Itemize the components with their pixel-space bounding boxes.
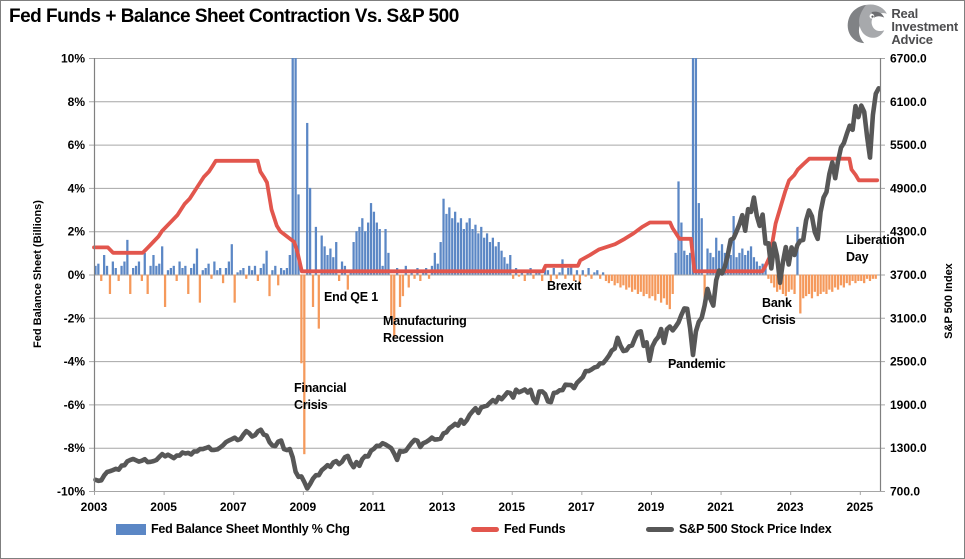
legend-swatch-fed-funds xyxy=(471,526,499,532)
svg-text:8%: 8% xyxy=(68,95,86,109)
svg-text:2005: 2005 xyxy=(150,500,177,514)
chart-legend: Fed Balance Sheet Monthly % Chg Fed Fund… xyxy=(1,522,964,544)
legend-item-fed-funds: Fed Funds xyxy=(471,522,566,536)
eagle-icon xyxy=(845,4,888,49)
logo-line-3: Advice xyxy=(891,32,933,47)
svg-text:1900.0: 1900.0 xyxy=(890,398,927,412)
svg-text:-2%: -2% xyxy=(64,311,86,325)
svg-text:2015: 2015 xyxy=(498,500,525,514)
logo-line-1: Real xyxy=(891,6,919,21)
legend-swatch-balance-sheet xyxy=(116,523,146,535)
left-axis-title: Fed Balance Sheet (Billions) xyxy=(32,200,44,348)
fed-funds-line xyxy=(92,156,880,274)
logo-line-2: Investment xyxy=(891,19,958,34)
svg-text:2025: 2025 xyxy=(846,500,873,514)
sp500-line xyxy=(93,86,882,491)
svg-text:2021: 2021 xyxy=(707,500,734,514)
chart-title: Fed Funds + Balance Sheet Contraction Vs… xyxy=(9,6,459,27)
legend-label-fed-funds: Fed Funds xyxy=(504,522,566,536)
svg-text:0%: 0% xyxy=(68,268,86,282)
ria-logo: Real Investment Advice xyxy=(845,4,958,49)
svg-text:2009: 2009 xyxy=(290,500,317,514)
tick-labels: 10% 8% 6% 4% 2% 0% -2% -4% -6% -8% -10% 6700.0 6100.… xyxy=(57,52,927,515)
svg-text:-8%: -8% xyxy=(64,441,86,455)
svg-text:2017: 2017 xyxy=(568,500,595,514)
svg-text:2%: 2% xyxy=(68,225,86,239)
svg-text:2019: 2019 xyxy=(638,500,665,514)
gridlines xyxy=(89,58,885,495)
svg-text:1300.0: 1300.0 xyxy=(890,441,927,455)
legend-label-balance-sheet: Fed Balance Sheet Monthly % Chg xyxy=(151,522,350,536)
legend-swatch-sp500 xyxy=(646,526,674,532)
svg-text:3100.0: 3100.0 xyxy=(890,311,927,325)
svg-text:4900.0: 4900.0 xyxy=(890,181,927,195)
svg-text:-4%: -4% xyxy=(64,355,86,369)
legend-item-sp500: S&P 500 Stock Price Index xyxy=(646,522,832,536)
axis-spines xyxy=(93,58,882,491)
svg-text:700.0: 700.0 xyxy=(890,485,920,499)
balance-sheet-bars xyxy=(94,58,877,455)
svg-text:2023: 2023 xyxy=(777,500,804,514)
legend-label-sp500: S&P 500 Stock Price Index xyxy=(679,522,832,536)
svg-text:2013: 2013 xyxy=(429,500,456,514)
svg-text:6%: 6% xyxy=(68,138,86,152)
svg-text:4%: 4% xyxy=(68,181,86,195)
svg-text:6700.0: 6700.0 xyxy=(890,52,927,66)
right-axis-title: S&P 500 Index xyxy=(943,262,955,338)
svg-text:2007: 2007 xyxy=(220,500,247,514)
logo-wordmark: Real Investment Advice xyxy=(891,7,958,46)
svg-text:2003: 2003 xyxy=(81,500,108,514)
svg-text:2500.0: 2500.0 xyxy=(890,355,927,369)
svg-text:6100.0: 6100.0 xyxy=(890,95,927,109)
svg-text:4300.0: 4300.0 xyxy=(890,225,927,239)
svg-text:-6%: -6% xyxy=(64,398,86,412)
svg-text:-10%: -10% xyxy=(57,485,85,499)
svg-text:2011: 2011 xyxy=(359,500,385,514)
svg-text:3700.0: 3700.0 xyxy=(890,268,927,282)
svg-text:5500.0: 5500.0 xyxy=(890,138,927,152)
svg-text:10%: 10% xyxy=(61,52,85,66)
legend-item-balance-sheet: Fed Balance Sheet Monthly % Chg xyxy=(116,522,350,536)
